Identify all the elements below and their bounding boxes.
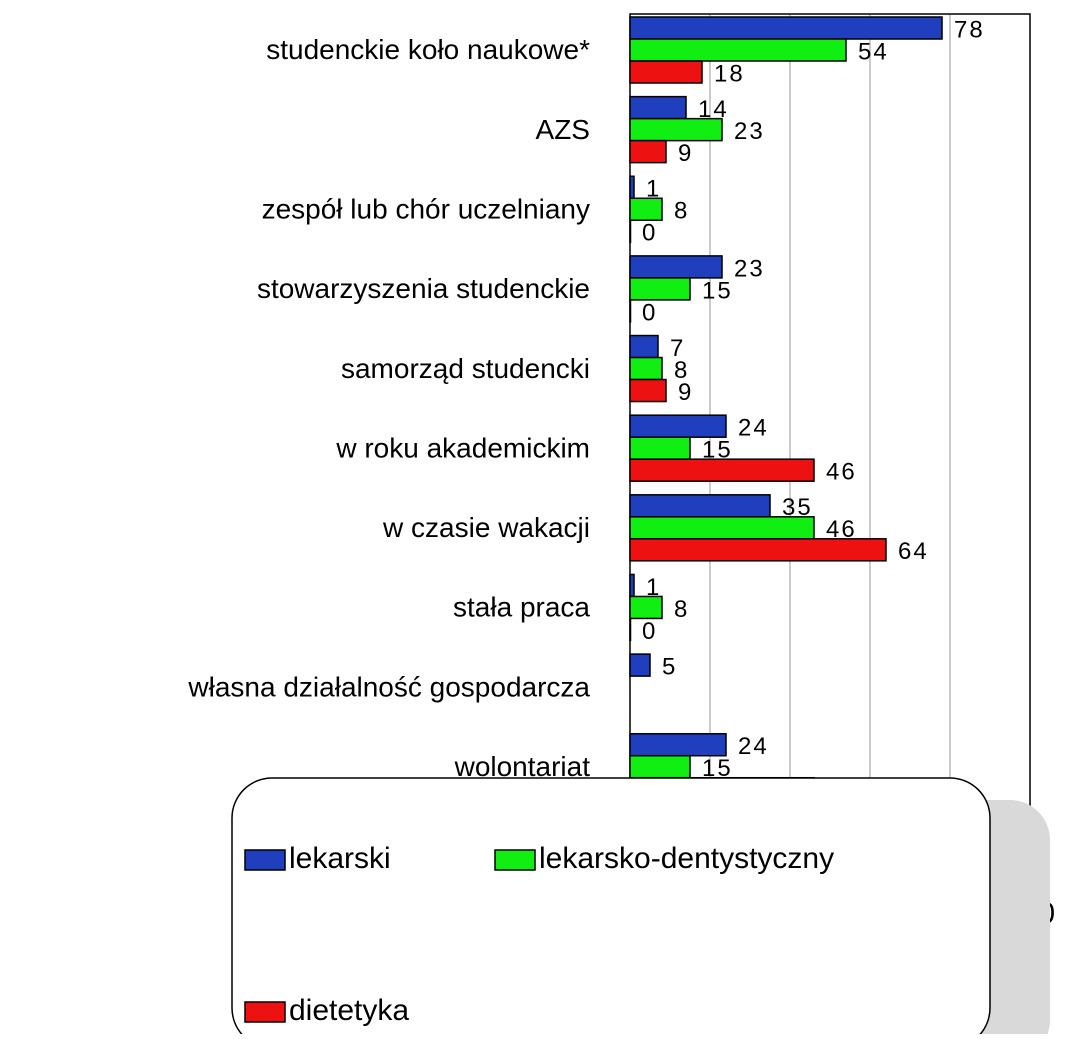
legend-swatch	[244, 1001, 286, 1023]
bar	[629, 175, 635, 200]
value-label: 8	[674, 596, 689, 623]
y-tick-label: stała praca	[453, 592, 590, 623]
bar	[629, 494, 771, 518]
y-tick-label: AZS	[536, 114, 590, 145]
y-tick-label: stowarzyszenia studenckie	[257, 273, 590, 304]
value-label: 9	[678, 140, 693, 167]
bar	[629, 458, 815, 482]
value-label: 1	[646, 574, 661, 601]
bar	[629, 219, 632, 244]
bar	[629, 60, 703, 84]
bar	[629, 334, 659, 359]
value-label: 24	[738, 733, 769, 760]
value-label: 15	[702, 277, 733, 304]
y-tick-label: własna działalność gospodarcza	[187, 671, 590, 702]
bar	[629, 732, 727, 757]
bar	[629, 117, 723, 142]
bar	[629, 378, 667, 403]
value-label: 78	[954, 16, 985, 43]
bar	[629, 617, 632, 642]
bar	[629, 356, 663, 381]
bar	[629, 277, 691, 301]
bar	[629, 16, 943, 40]
y-tick-label: wolontariat	[454, 751, 591, 782]
legend-box	[231, 777, 991, 1039]
y-tick-label: w czasie wakacji	[382, 512, 590, 543]
value-label: 24	[738, 415, 769, 442]
bar	[629, 754, 691, 779]
value-label: 18	[714, 60, 745, 87]
value-label: 0	[642, 299, 657, 326]
value-label: 54	[858, 38, 889, 65]
bar	[629, 197, 663, 222]
bar	[629, 414, 727, 438]
legend-label: lekarsko-dentystyczny	[539, 842, 834, 875]
value-label: 5	[662, 653, 677, 680]
value-label: 46	[826, 459, 857, 486]
value-label: 1	[646, 176, 661, 203]
legend-swatch	[494, 849, 536, 871]
bar	[629, 573, 635, 598]
value-label: 64	[898, 538, 929, 565]
bar	[629, 538, 887, 562]
value-label: 8	[674, 357, 689, 384]
value-label: 23	[734, 255, 765, 282]
bar	[629, 595, 663, 620]
value-label: 7	[670, 335, 685, 362]
value-label: 0	[642, 220, 657, 247]
bar	[629, 516, 815, 540]
bar	[629, 38, 847, 62]
y-tick-label: w roku akademickim	[335, 432, 590, 463]
legend-swatch	[244, 849, 286, 871]
value-label: 9	[678, 379, 693, 406]
value-label: 23	[734, 118, 765, 145]
y-tick-label: studenckie koło naukowe*	[266, 34, 590, 65]
value-label: 0	[642, 618, 657, 645]
bar	[629, 653, 651, 677]
value-label: 8	[674, 198, 689, 225]
bar	[629, 436, 691, 460]
legend-label: dietetyka	[289, 994, 409, 1027]
bar	[629, 299, 632, 323]
bar	[629, 139, 667, 164]
y-tick-label: samorząd studencki	[341, 353, 590, 384]
y-tick-label: zespół lub chór uczelniany	[262, 193, 590, 224]
bar	[629, 95, 687, 120]
bar	[629, 255, 723, 279]
legend-label: lekarski	[289, 842, 391, 875]
